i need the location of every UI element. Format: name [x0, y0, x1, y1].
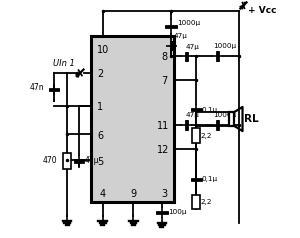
Bar: [91, 36, 174, 202]
Bar: [192, 195, 200, 209]
Text: 0,1µ: 0,1µ: [201, 107, 218, 113]
Text: 2,2: 2,2: [201, 199, 212, 205]
Text: 2,2: 2,2: [201, 133, 212, 139]
Text: 1000µ: 1000µ: [213, 112, 236, 118]
Text: 3: 3: [161, 188, 167, 198]
Text: 1000µ: 1000µ: [177, 20, 200, 26]
Text: 47µ: 47µ: [173, 33, 187, 39]
Text: 1: 1: [97, 102, 103, 112]
Text: 4: 4: [100, 188, 106, 198]
Text: 6: 6: [97, 131, 103, 141]
Text: 11: 11: [157, 121, 169, 131]
Text: 47µ: 47µ: [185, 44, 200, 50]
Text: 100µ: 100µ: [168, 209, 186, 215]
Text: 5: 5: [97, 157, 103, 167]
Text: 47µ: 47µ: [185, 112, 200, 118]
Text: + Vcc: + Vcc: [248, 6, 277, 15]
Text: 47µ: 47µ: [84, 157, 99, 165]
Text: 12: 12: [157, 145, 169, 155]
Text: 9: 9: [130, 188, 136, 198]
Text: 0,1µ: 0,1µ: [201, 176, 218, 182]
Text: 7: 7: [161, 76, 167, 86]
Bar: [192, 129, 200, 143]
Bar: [229, 112, 234, 126]
Text: 2: 2: [97, 69, 103, 79]
Text: 47n: 47n: [30, 83, 45, 92]
Text: 1000µ: 1000µ: [213, 43, 236, 49]
Text: 10: 10: [97, 45, 109, 55]
Text: UIn 1: UIn 1: [52, 59, 74, 68]
Bar: [63, 153, 71, 169]
Text: 8: 8: [161, 53, 167, 63]
Text: RL: RL: [244, 114, 259, 124]
Text: 470: 470: [43, 157, 58, 165]
